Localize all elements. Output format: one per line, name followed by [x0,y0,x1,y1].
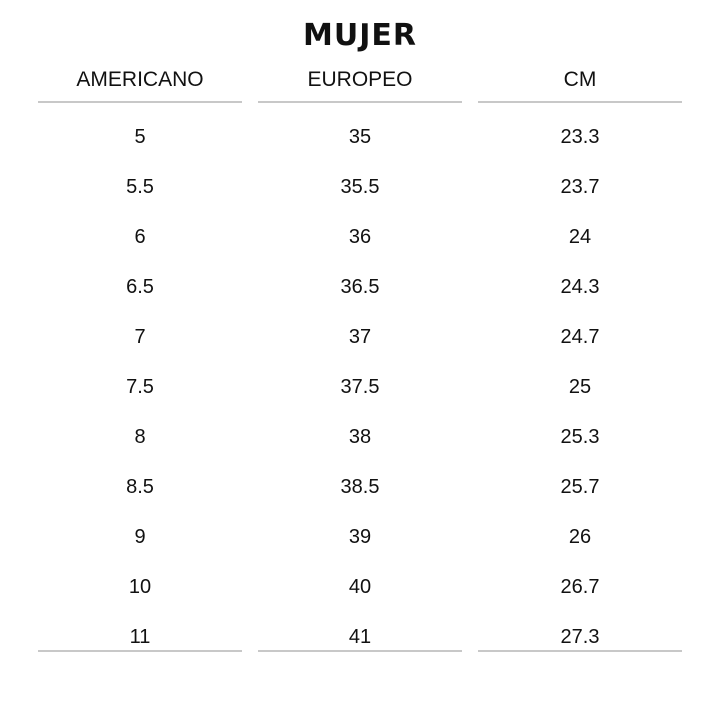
table-cell: 8 [134,426,146,448]
table-cell: 9 [134,526,146,548]
table-cell: 26.7 [560,576,600,598]
column-header: EUROPEO [307,68,413,91]
column-header: CM [563,68,597,91]
table-cell: 24 [568,226,592,248]
table-cell: 25.7 [560,476,600,498]
table-cell: 24.7 [560,326,600,348]
bottom-divider [38,650,242,652]
table-cell: 36 [348,226,372,248]
table-cell: 26 [568,526,592,548]
header-divider [258,101,462,103]
table-cell: 27.3 [560,626,600,648]
table-cell: 37.5 [340,376,380,398]
column-header: AMERICANO [76,68,204,91]
table-cell: 36.5 [340,276,380,298]
header-divider [38,101,242,103]
table-cell: 24.3 [560,276,600,298]
header-divider [478,101,682,103]
table-cell: 37 [348,326,372,348]
table-cell: 23.3 [560,126,600,148]
table-cell: 6 [134,226,146,248]
table-cell: 7.5 [126,376,154,398]
table-cell: 41 [348,626,372,648]
bottom-divider [258,650,462,652]
table-cell: 35.5 [340,176,380,198]
table-cell: 25.3 [560,426,600,448]
table-cell: 35 [348,126,372,148]
table-cell: 11 [129,626,151,648]
table-cell: 38 [348,426,372,448]
table-cell: 25 [568,376,592,398]
table-cell: 40 [348,576,372,598]
table-cell: 39 [348,526,372,548]
table-cell: 23.7 [560,176,600,198]
page-title: MUJER [303,18,417,53]
table-cell: 7 [134,326,146,348]
table-cell: 10 [128,576,152,598]
table-cell: 38.5 [340,476,380,498]
table-cell: 5.5 [126,176,154,198]
table-cell: 6.5 [126,276,154,298]
table-cell: 5 [134,126,146,148]
table-cell: 8.5 [126,476,154,498]
bottom-divider [478,650,682,652]
